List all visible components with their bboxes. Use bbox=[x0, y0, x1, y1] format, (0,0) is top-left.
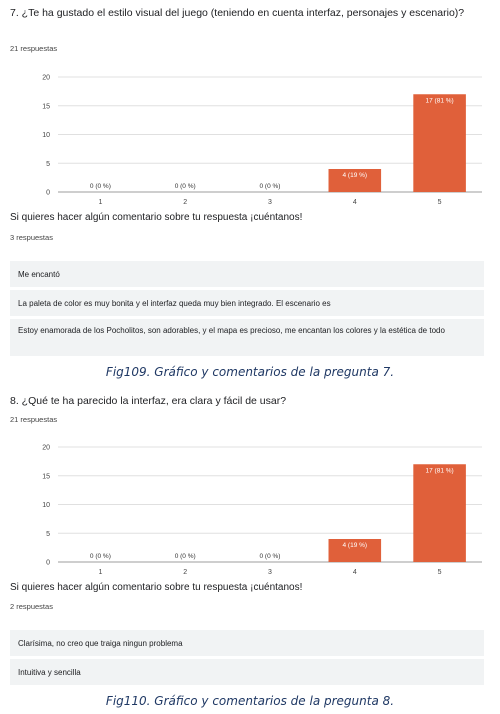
question-title: 7. ¿Te ha gustado el estilo visual del j… bbox=[10, 7, 465, 19]
response-count: 21 respuestas bbox=[10, 415, 58, 424]
x-tick-label: 1 bbox=[98, 569, 102, 576]
comments-count: 2 respuestas bbox=[10, 602, 53, 611]
y-tick-label: 0 bbox=[46, 190, 50, 197]
x-tick-label: 5 bbox=[438, 569, 442, 576]
x-tick-label: 2 bbox=[183, 199, 187, 206]
data-label: 0 (0 %) bbox=[175, 553, 196, 560]
question-title: 8. ¿Qué te ha parecido la interfaz, era … bbox=[10, 395, 287, 407]
y-tick-label: 0 bbox=[46, 560, 50, 567]
comment-item: Estoy enamorada de los Pocholitos, son a… bbox=[10, 319, 484, 356]
figure-caption: Fig109. Gráfico y comentarios de la preg… bbox=[105, 365, 395, 379]
y-tick-label: 5 bbox=[46, 531, 50, 538]
data-label: 4 (19 %) bbox=[343, 172, 368, 179]
data-label: 0 (0 %) bbox=[260, 553, 281, 560]
y-tick-label: 15 bbox=[42, 103, 50, 110]
bar-chart-q8: 0 5 10 15 20 0 (0 %) 1 0 (0 %) 2 0 (0 %) 3 4 (19 %)… bbox=[20, 438, 490, 578]
data-label: 17 (81 %) bbox=[426, 467, 454, 474]
bar bbox=[328, 539, 382, 562]
y-tick-label: 15 bbox=[42, 473, 50, 480]
bar bbox=[413, 94, 466, 192]
question-7-section: 7. ¿Te ha gustado el estilo visual del j… bbox=[10, 7, 490, 379]
comment-item: Clarísima, no creo que traiga ningun pro… bbox=[10, 630, 484, 656]
data-label: 0 (0 %) bbox=[260, 183, 281, 190]
x-tick-label: 2 bbox=[183, 569, 187, 576]
comments-title: Si quieres hacer algún comentario sobre … bbox=[10, 212, 303, 223]
x-tick-label: 1 bbox=[98, 199, 102, 206]
x-tick-label: 4 bbox=[353, 199, 357, 206]
x-tick-label: 4 bbox=[353, 569, 357, 576]
bar-chart-q7: 0 5 10 15 20 0 (0 %) 1 0 (0 %) 2 0 (0 %) 3 4 (19 %)… bbox=[20, 68, 490, 208]
y-tick-label: 10 bbox=[42, 502, 50, 509]
data-label: 0 (0 %) bbox=[175, 183, 196, 190]
y-tick-label: 20 bbox=[42, 75, 50, 82]
bar bbox=[328, 169, 382, 192]
y-tick-label: 5 bbox=[46, 161, 50, 168]
comment-item: Intuitiva y sencilla bbox=[10, 659, 484, 685]
comments-title: Si quieres hacer algún comentario sobre … bbox=[10, 582, 303, 593]
comment-item: La paleta de color es muy bonita y el in… bbox=[10, 290, 484, 316]
figure-caption: Fig110. Gráfico y comentarios de la preg… bbox=[105, 694, 395, 708]
x-tick-label: 3 bbox=[268, 199, 272, 206]
x-tick-label: 5 bbox=[438, 199, 442, 206]
data-label: 17 (81 %) bbox=[426, 97, 454, 104]
comment-item: Me encantó bbox=[10, 261, 484, 287]
data-label: 4 (19 %) bbox=[343, 542, 368, 549]
y-tick-label: 10 bbox=[42, 132, 50, 139]
question-8-section: 8. ¿Qué te ha parecido la interfaz, era … bbox=[0, 390, 500, 714]
x-tick-label: 3 bbox=[268, 569, 272, 576]
comments-count: 3 respuestas bbox=[10, 233, 53, 242]
data-label: 0 (0 %) bbox=[90, 183, 111, 190]
y-tick-label: 20 bbox=[42, 445, 50, 452]
response-count: 21 respuestas bbox=[10, 44, 58, 53]
bar bbox=[413, 464, 466, 562]
data-label: 0 (0 %) bbox=[90, 553, 111, 560]
